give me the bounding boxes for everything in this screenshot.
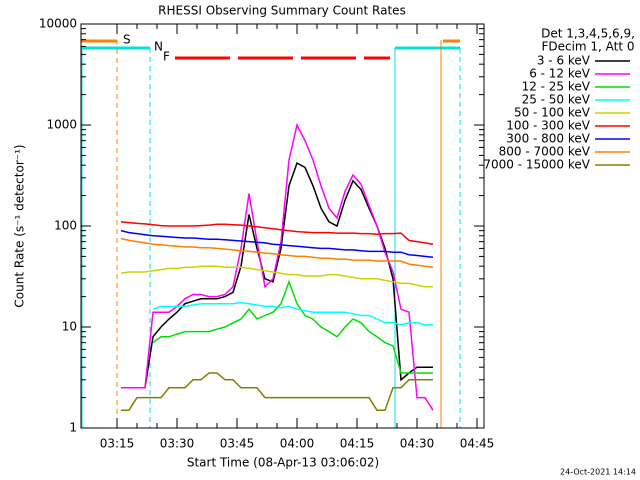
legend-header: Det 1,3,4,5,6,9, [541, 27, 635, 41]
flag-label: N [154, 40, 163, 54]
y-tick-label: 1 [69, 421, 77, 435]
legend-label: 50 - 100 keV [514, 106, 591, 120]
series-line [120, 229, 434, 259]
x-tick-label: 04:45 [460, 437, 495, 451]
x-tick-label: 04:15 [340, 437, 375, 451]
x-tick-label: 03:45 [220, 437, 255, 451]
flag-label: F [163, 50, 170, 64]
series-line [152, 301, 433, 326]
series-line [120, 237, 434, 269]
y-tick-label: 100 [54, 219, 77, 233]
series-line [120, 221, 434, 245]
series-line [120, 265, 433, 288]
legend-label: 25 - 50 keV [522, 93, 591, 107]
legend-label: 300 - 800 keV [506, 132, 590, 146]
footer: 24-Oct-2021 14:14 [560, 468, 636, 477]
series-line [121, 372, 433, 411]
series-line [121, 122, 434, 411]
x-tick-label: 03:15 [100, 437, 135, 451]
legend-label: 100 - 300 keV [506, 119, 590, 133]
x-axis-label: Start Time (08-Apr-13 03:06:02) [187, 456, 379, 470]
chart-title: RHESSI Observing Summary Count Rates [158, 4, 406, 18]
series-line [152, 279, 433, 374]
legend-label: 6 - 12 keV [529, 67, 591, 81]
x-tick-label: 03:30 [160, 437, 195, 451]
x-tick-label: 04:00 [280, 437, 315, 451]
flags: S N F [81, 33, 461, 428]
flag-label: S [123, 33, 131, 47]
x-tick-label: 04:30 [400, 437, 435, 451]
legend-label: 12 - 25 keV [522, 80, 591, 94]
legend-label: 3 - 6 keV [537, 54, 591, 68]
y-tick-label: 1000 [46, 118, 77, 132]
y-tick-label: 10 [62, 320, 77, 334]
y-axis-label: Count Rate (s⁻¹ detector⁻¹) [13, 144, 27, 307]
legend-label: 800 - 7000 keV [499, 145, 591, 159]
legend-label: 7000 - 15000 keV [483, 158, 590, 172]
y-tick-label: 10000 [39, 17, 77, 31]
legend-header: FDecim 1, Att 0 [541, 40, 634, 54]
